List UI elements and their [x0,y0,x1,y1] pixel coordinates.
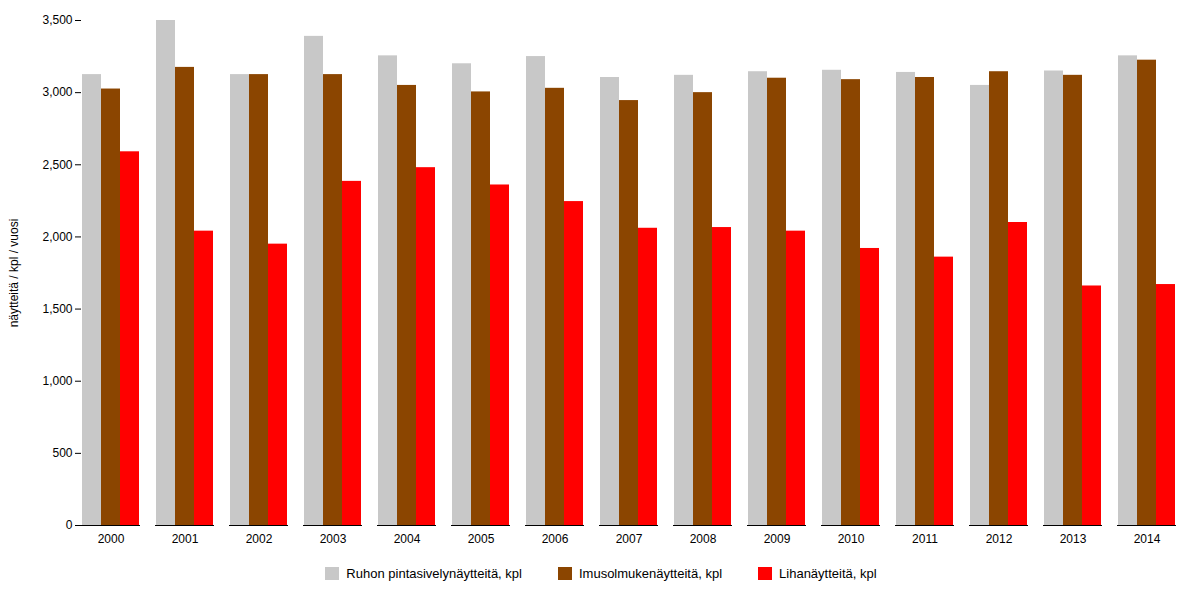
svg-text:näytteitä / kpl / vuosi: näytteitä / kpl / vuosi [7,219,21,328]
svg-text:2,000: 2,000 [42,230,72,244]
svg-text:2012: 2012 [986,532,1013,546]
svg-text:3,000: 3,000 [42,85,72,99]
svg-text:2002: 2002 [246,532,273,546]
svg-text:2005: 2005 [468,532,495,546]
svg-text:0: 0 [66,518,73,532]
svg-text:2003: 2003 [320,532,347,546]
svg-text:2014: 2014 [1134,532,1161,546]
svg-text:2013: 2013 [1060,532,1087,546]
svg-text:2000: 2000 [98,532,125,546]
svg-text:2011: 2011 [912,532,938,546]
svg-text:2010: 2010 [838,532,865,546]
svg-text:1,500: 1,500 [42,302,72,316]
svg-text:1,000: 1,000 [42,374,72,388]
svg-text:2001: 2001 [172,532,199,546]
svg-text:3,500: 3,500 [42,13,72,27]
svg-text:2008: 2008 [690,532,717,546]
svg-text:2006: 2006 [542,532,569,546]
html-text:Ruhon pintasivelynäytteitä, kp: Ruhon pintasivelynäytteitä, kpl [346,566,522,581]
html-text:Lihanäytteitä, kpl: Lihanäytteitä, kpl [779,566,877,581]
svg-text:2009: 2009 [764,532,791,546]
svg-text:2004: 2004 [394,532,421,546]
svg-text:2,500: 2,500 [42,158,72,172]
svg-text:500: 500 [52,446,72,460]
svg-text:2007: 2007 [616,532,643,546]
html-text:Imusolmukenäytteitä, kpl: Imusolmukenäytteitä, kpl [579,566,722,581]
